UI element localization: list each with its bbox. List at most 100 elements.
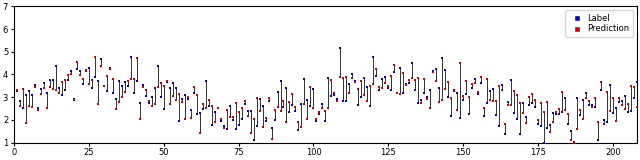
- Point: [611, 120, 621, 123]
- Point: [51, 89, 61, 92]
- Point: [629, 96, 639, 99]
- Point: [275, 79, 285, 82]
- Point: [33, 109, 43, 111]
- Point: [602, 120, 612, 123]
- Point: [152, 86, 163, 89]
- Point: [225, 116, 235, 119]
- Point: [216, 120, 226, 122]
- Point: [455, 62, 465, 64]
- Point: [350, 80, 360, 83]
- Point: [275, 110, 285, 112]
- Point: [374, 85, 385, 88]
- Point: [308, 107, 319, 109]
- Point: [492, 100, 502, 102]
- Point: [387, 75, 397, 77]
- Point: [536, 101, 547, 104]
- Point: [311, 118, 321, 120]
- Point: [476, 76, 486, 78]
- Point: [407, 76, 417, 79]
- Point: [396, 92, 406, 95]
- Point: [27, 106, 37, 109]
- Point: [581, 97, 591, 99]
- Point: [147, 105, 157, 108]
- Point: [485, 90, 495, 92]
- Point: [12, 89, 22, 92]
- Point: [93, 80, 103, 83]
- Point: [488, 100, 499, 102]
- Point: [497, 84, 508, 86]
- Point: [248, 139, 259, 141]
- Point: [230, 102, 241, 104]
- Point: [444, 95, 454, 98]
- Point: [569, 141, 579, 144]
- Point: [542, 127, 552, 130]
- Point: [404, 82, 415, 84]
- Point: [141, 88, 151, 91]
- Point: [545, 131, 556, 133]
- Point: [212, 107, 223, 110]
- Point: [239, 100, 250, 103]
- Point: [161, 81, 172, 84]
- Point: [191, 113, 202, 116]
- Point: [374, 88, 385, 91]
- Point: [38, 82, 49, 84]
- Point: [269, 108, 280, 111]
- Point: [554, 113, 564, 116]
- Point: [99, 85, 109, 88]
- Point: [95, 58, 106, 60]
- Point: [503, 100, 513, 103]
- Point: [156, 95, 166, 98]
- Point: [218, 127, 228, 130]
- Point: [492, 114, 502, 116]
- Point: [518, 102, 529, 104]
- Point: [401, 83, 412, 86]
- Point: [273, 91, 283, 93]
- Point: [90, 76, 100, 79]
- Point: [287, 104, 298, 107]
- Point: [60, 89, 70, 92]
- Point: [497, 89, 508, 91]
- Point: [36, 93, 46, 96]
- Point: [186, 117, 196, 119]
- Point: [182, 97, 193, 100]
- Point: [500, 132, 511, 135]
- Point: [15, 100, 25, 103]
- Point: [378, 87, 388, 89]
- Point: [566, 129, 577, 132]
- Point: [234, 124, 244, 126]
- Point: [209, 120, 220, 123]
- Point: [278, 105, 289, 108]
- Point: [599, 123, 609, 125]
- Point: [437, 56, 447, 59]
- Point: [302, 99, 312, 101]
- Point: [191, 94, 202, 96]
- Point: [54, 86, 64, 89]
- Point: [623, 103, 634, 105]
- Point: [359, 76, 369, 79]
- Point: [230, 128, 241, 130]
- Point: [419, 91, 429, 94]
- Point: [326, 95, 337, 97]
- Point: [608, 96, 618, 99]
- Point: [407, 61, 417, 64]
- Point: [266, 138, 276, 140]
- Point: [305, 86, 316, 89]
- Point: [419, 78, 429, 80]
- Point: [212, 106, 223, 109]
- Point: [227, 119, 237, 122]
- Point: [134, 118, 145, 121]
- Point: [530, 106, 540, 108]
- Point: [494, 85, 504, 87]
- Point: [131, 57, 141, 59]
- Point: [560, 97, 570, 99]
- Point: [545, 124, 556, 126]
- Point: [587, 106, 597, 109]
- Point: [86, 79, 97, 81]
- Point: [314, 111, 324, 113]
- Point: [413, 77, 424, 79]
- Point: [314, 113, 324, 116]
- Point: [42, 92, 52, 95]
- Point: [302, 118, 312, 120]
- Point: [389, 71, 399, 74]
- Point: [431, 80, 442, 82]
